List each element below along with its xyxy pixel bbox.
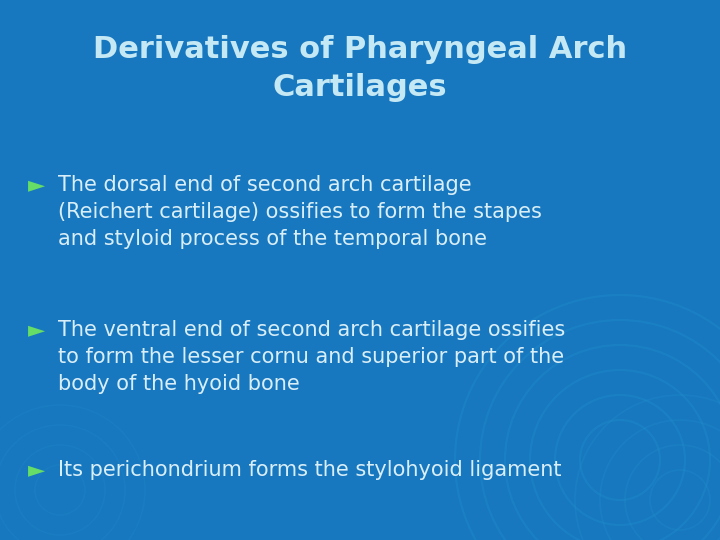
Text: ►: ► (28, 175, 45, 195)
Text: The dorsal end of second arch cartilage
(Reichert cartilage) ossifies to form th: The dorsal end of second arch cartilage … (58, 175, 542, 249)
Text: Derivatives of Pharyngeal Arch
Cartilages: Derivatives of Pharyngeal Arch Cartilage… (93, 35, 627, 102)
Text: ►: ► (28, 320, 45, 340)
Text: The ventral end of second arch cartilage ossifies
to form the lesser cornu and s: The ventral end of second arch cartilage… (58, 320, 565, 394)
Text: ►: ► (28, 460, 45, 480)
Text: Its perichondrium forms the stylohyoid ligament: Its perichondrium forms the stylohyoid l… (58, 460, 562, 480)
